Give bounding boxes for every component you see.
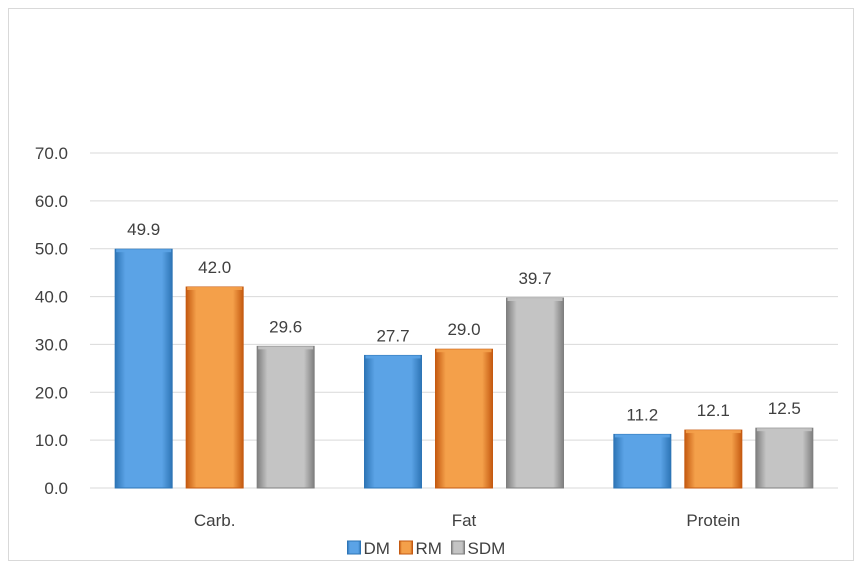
bar-rm-1 — [435, 348, 493, 489]
bar-bevel — [685, 430, 741, 434]
y-tick-label: 60.0 — [35, 192, 68, 211]
data-label: 39.7 — [518, 269, 551, 288]
bar-dm-1 — [364, 354, 422, 489]
x-category-label: Protein — [686, 511, 740, 530]
y-tick-label: 0.0 — [44, 479, 68, 498]
legend-swatch — [347, 540, 361, 555]
data-label: 29.6 — [269, 317, 302, 336]
data-label: 12.1 — [697, 401, 730, 420]
data-label: 42.0 — [198, 258, 231, 277]
x-category-label: Fat — [452, 511, 477, 530]
y-tick-label: 10.0 — [35, 431, 68, 450]
bar-bevel — [116, 249, 172, 253]
legend-label: SDM — [468, 539, 506, 558]
bar-layer — [114, 248, 814, 489]
bar-sdm-2 — [755, 427, 814, 489]
bar-sdm-1 — [506, 297, 564, 489]
bar-bevel — [187, 287, 243, 290]
y-tick-label: 20.0 — [35, 383, 68, 402]
bar-dm-2 — [613, 433, 672, 489]
data-label: 29.0 — [447, 320, 480, 339]
y-tick-label: 40.0 — [35, 288, 68, 307]
legend-swatch — [399, 540, 413, 555]
data-label: 12.5 — [768, 399, 801, 418]
y-axis-ticks: 0.0 10.0 20.0 30.0 40.0 50.0 60.0 70.0 — [35, 144, 68, 498]
data-label: 11.2 — [626, 405, 658, 424]
x-category-label: Carb. — [194, 511, 236, 530]
bar-bevel — [365, 355, 421, 359]
legend: DM RM SDM — [347, 539, 506, 558]
bar-sdm-0 — [256, 345, 315, 489]
legend-swatch — [451, 540, 465, 555]
bar-bevel — [258, 346, 314, 350]
legend-label: RM — [416, 539, 442, 558]
bar-bevel — [614, 434, 670, 438]
bar-bevel — [507, 298, 563, 302]
data-label-layer: 49.9 42.0 29.6 27.7 29.0 39.7 11.2 12.1 12.5 — [127, 220, 801, 424]
bar-rm-2 — [684, 429, 743, 489]
data-label: 27.7 — [376, 326, 409, 345]
data-label: 49.9 — [127, 220, 160, 239]
legend-item-rm: RM — [399, 539, 442, 558]
y-tick-label: 30.0 — [35, 335, 68, 354]
bar-bevel — [436, 349, 492, 353]
legend-item-dm: DM — [347, 539, 390, 558]
bar-bevel — [756, 428, 812, 432]
legend-item-sdm: SDM — [451, 539, 506, 558]
bar-dm-0 — [114, 248, 173, 489]
x-axis-categories: Carb. Fat Protein — [194, 511, 740, 530]
y-tick-label: 50.0 — [35, 240, 68, 259]
bar-rm-0 — [185, 286, 244, 489]
y-tick-label: 70.0 — [35, 144, 68, 163]
legend-label: DM — [364, 539, 390, 558]
